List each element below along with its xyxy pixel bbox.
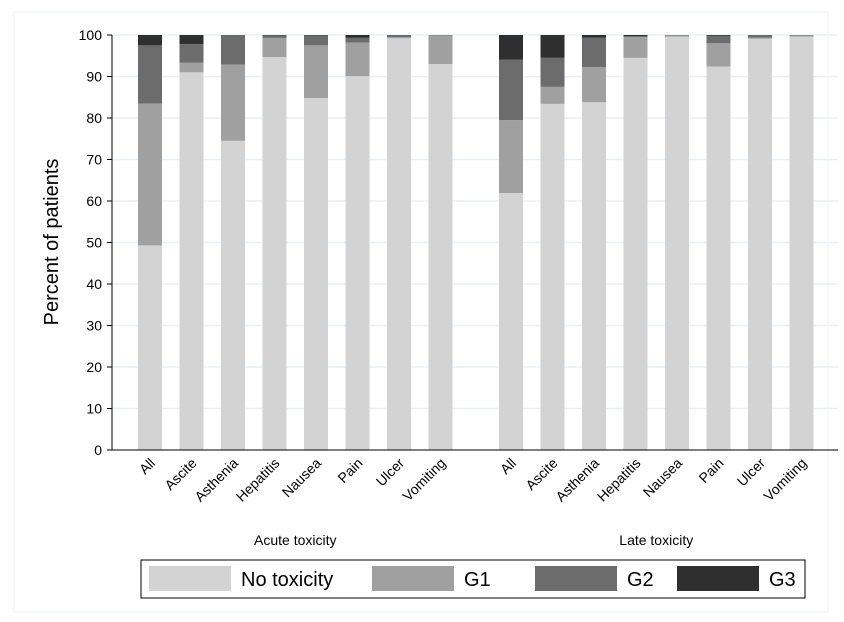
bar-acute-toxicity-all-no-toxicity [138, 245, 162, 450]
y-tick-label: 20 [86, 359, 102, 375]
legend-label-g2: G2 [627, 569, 654, 591]
bar-late-toxicity-all-g1 [499, 120, 523, 193]
bar-acute-toxicity-asthenia-g1 [221, 64, 245, 140]
bar-late-toxicity-ascite-g3 [541, 35, 565, 58]
legend-label-no-toxicity: No toxicity [241, 569, 333, 591]
y-tick-label: 80 [86, 110, 102, 126]
bar-acute-toxicity-ulcer-g2 [387, 35, 411, 37]
bar-acute-toxicity-pain-no-toxicity [346, 76, 370, 450]
bar-acute-toxicity-asthenia-g2 [221, 35, 245, 64]
y-tick-label: 90 [86, 69, 102, 85]
y-tick-label: 100 [79, 27, 103, 43]
y-tick-label: 40 [86, 276, 102, 292]
legend-swatch-g2 [535, 566, 617, 591]
bar-late-toxicity-hepatitis-g3 [624, 35, 648, 36]
bar-acute-toxicity-asthenia-no-toxicity [221, 141, 245, 450]
panel-label-late-toxicity: Late toxicity [619, 532, 693, 548]
legend-swatch-g1 [372, 566, 454, 591]
bar-acute-toxicity-ascite-g1 [180, 63, 204, 73]
bar-late-toxicity-ascite-no-toxicity [541, 104, 565, 450]
bar-late-toxicity-all-g3 [499, 35, 523, 59]
bar-late-toxicity-ulcer-g1 [748, 37, 772, 38]
bar-late-toxicity-pain-g2 [707, 36, 731, 43]
legend-label-g1: G1 [464, 569, 491, 591]
bar-late-toxicity-nausea-g1 [665, 35, 689, 36]
bar-acute-toxicity-nausea-g1 [304, 45, 328, 98]
y-tick-label: 50 [86, 235, 102, 251]
bar-late-toxicity-vomiting-g1 [790, 35, 814, 36]
bar-acute-toxicity-nausea-g2 [304, 35, 328, 45]
y-tick-label: 10 [86, 401, 102, 417]
bar-acute-toxicity-all-g2 [138, 45, 162, 103]
bar-late-toxicity-nausea-no-toxicity [665, 37, 689, 450]
bar-late-toxicity-all-g2 [499, 59, 523, 120]
bar-acute-toxicity-hepatitis-g1 [263, 38, 287, 57]
bar-late-toxicity-ulcer-no-toxicity [748, 39, 772, 450]
legend-swatch-no-toxicity [149, 566, 231, 591]
y-tick-label: 0 [94, 442, 102, 458]
bar-late-toxicity-asthenia-g3 [582, 35, 606, 37]
bar-late-toxicity-vomiting-no-toxicity [790, 37, 814, 450]
legend-swatch-g3 [677, 566, 759, 591]
bar-acute-toxicity-ulcer-no-toxicity [387, 38, 411, 450]
bar-acute-toxicity-all-g1 [138, 103, 162, 245]
bar-late-toxicity-hepatitis-g1 [624, 37, 648, 58]
y-tick-label: 70 [86, 152, 102, 168]
panel-label-acute-toxicity: Acute toxicity [254, 532, 336, 548]
bar-late-toxicity-hepatitis-g2 [624, 36, 648, 37]
bar-acute-toxicity-all-g3 [138, 35, 162, 45]
bar-acute-toxicity-vomiting-g1 [429, 35, 453, 64]
bar-acute-toxicity-ascite-no-toxicity [180, 72, 204, 450]
bar-acute-toxicity-hepatitis-g2 [263, 35, 287, 37]
bar-late-toxicity-ascite-g2 [541, 58, 565, 87]
legend-label-g3: G3 [769, 569, 796, 591]
bar-late-toxicity-ascite-g1 [541, 87, 565, 104]
bar-acute-toxicity-pain-g1 [346, 42, 370, 76]
bar-late-toxicity-pain-no-toxicity [707, 67, 731, 450]
y-tick-label: 30 [86, 318, 102, 334]
bar-acute-toxicity-ulcer-g1 [387, 37, 411, 38]
bar-late-toxicity-ulcer-g2 [748, 35, 772, 37]
bar-late-toxicity-pain-g3 [707, 35, 731, 36]
bar-late-toxicity-asthenia-no-toxicity [582, 102, 606, 450]
bar-acute-toxicity-hepatitis-no-toxicity [263, 57, 287, 450]
y-tick-label: 60 [86, 193, 102, 209]
bar-late-toxicity-hepatitis-no-toxicity [624, 58, 648, 450]
bar-late-toxicity-all-no-toxicity [499, 193, 523, 450]
bar-acute-toxicity-pain-g3 [346, 35, 370, 38]
bar-acute-toxicity-ascite-g3 [180, 35, 204, 44]
bar-late-toxicity-asthenia-g1 [582, 67, 606, 102]
bar-acute-toxicity-nausea-no-toxicity [304, 98, 328, 450]
graph-region [14, 12, 828, 612]
bar-late-toxicity-asthenia-g2 [582, 37, 606, 66]
bar-acute-toxicity-ascite-g2 [180, 44, 204, 63]
bar-acute-toxicity-pain-g2 [346, 38, 370, 43]
bar-acute-toxicity-vomiting-no-toxicity [429, 64, 453, 450]
legend: No toxicity G1 G2 G3 [141, 560, 805, 598]
y-axis-title: Percent of patients [41, 159, 63, 326]
bar-late-toxicity-pain-g1 [707, 43, 731, 66]
